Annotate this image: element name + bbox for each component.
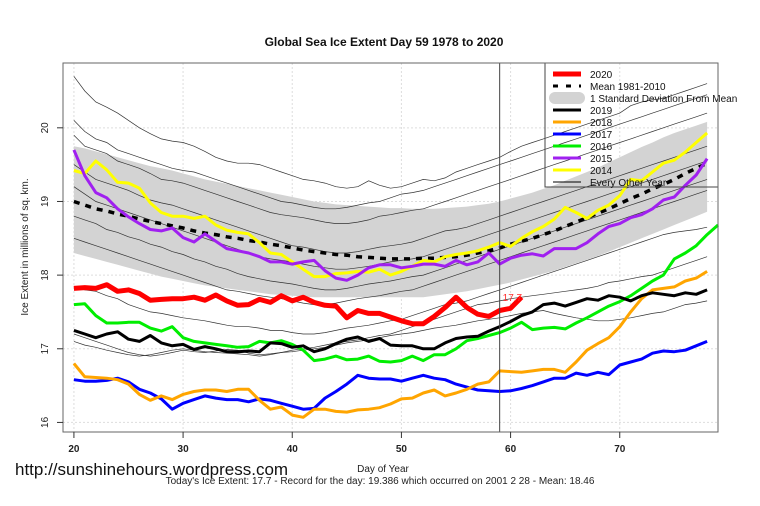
legend-label: 2014 <box>590 166 613 177</box>
x-tick-label: 60 <box>505 444 517 455</box>
legend-swatch <box>549 92 585 104</box>
legend-label: Mean 1981-2010 <box>590 82 666 93</box>
other-year-line <box>73 256 708 357</box>
y-tick-label: 18 <box>40 269 51 281</box>
mean-line <box>73 161 708 261</box>
y-tick-label: 17 <box>40 343 51 355</box>
legend-label: 2017 <box>590 130 613 141</box>
series-line-2017 <box>73 340 708 411</box>
other-year-line <box>73 179 708 291</box>
legend-label: 2018 <box>590 118 613 129</box>
x-tick-label: 70 <box>614 444 626 455</box>
y-tick-label: 19 <box>40 195 51 207</box>
series-line-2019 <box>73 288 708 354</box>
series-line-2015 <box>72 149 709 282</box>
legend-label: Every Other Year <box>590 178 667 189</box>
legend-label: 2015 <box>590 154 613 165</box>
other-year-line <box>73 76 708 189</box>
x-tick-label: 30 <box>178 444 190 455</box>
other-years <box>73 76 708 357</box>
series-line-2020 <box>73 282 524 327</box>
series-line-2014 <box>73 131 709 279</box>
other-year-line <box>73 190 708 305</box>
series-line-2018 <box>72 270 708 419</box>
source-url: http://sunshinehours.wordpress.com <box>15 460 288 479</box>
legend-label: 1 Standard Deviation From Mean <box>590 94 737 105</box>
other-year-line <box>73 300 708 357</box>
axes: 20 30 40 50 60 70 16 17 18 19 20 <box>40 122 626 455</box>
y-axis-label: Ice Extent in millions of sq. km. <box>20 178 31 315</box>
current-value-label: 17.7 <box>503 293 523 304</box>
x-tick-label: 20 <box>68 444 80 455</box>
legend-label: 2019 <box>590 106 613 117</box>
series-line-2016 <box>73 223 719 364</box>
legend-label: 2020 <box>590 70 613 81</box>
other-year-line <box>73 160 708 270</box>
other-year-line <box>73 145 708 254</box>
y-tick-label: 20 <box>40 122 51 134</box>
highlight-series <box>72 131 719 419</box>
x-axis-label: Day of Year <box>357 464 409 475</box>
plot-frame <box>62 62 719 433</box>
x-tick-label: 50 <box>396 444 408 455</box>
other-year-line <box>73 94 708 210</box>
y-tick-label: 16 <box>40 416 51 428</box>
chart-title: Global Sea Ice Extent Day 59 1978 to 202… <box>265 35 504 49</box>
x-tick-label: 40 <box>287 444 299 455</box>
footer-stats: Today's Ice Extent: 17.7 - Record for th… <box>166 476 595 487</box>
other-year-line <box>73 112 708 224</box>
other-year-line <box>73 226 708 335</box>
legend-label: 2016 <box>590 142 613 153</box>
